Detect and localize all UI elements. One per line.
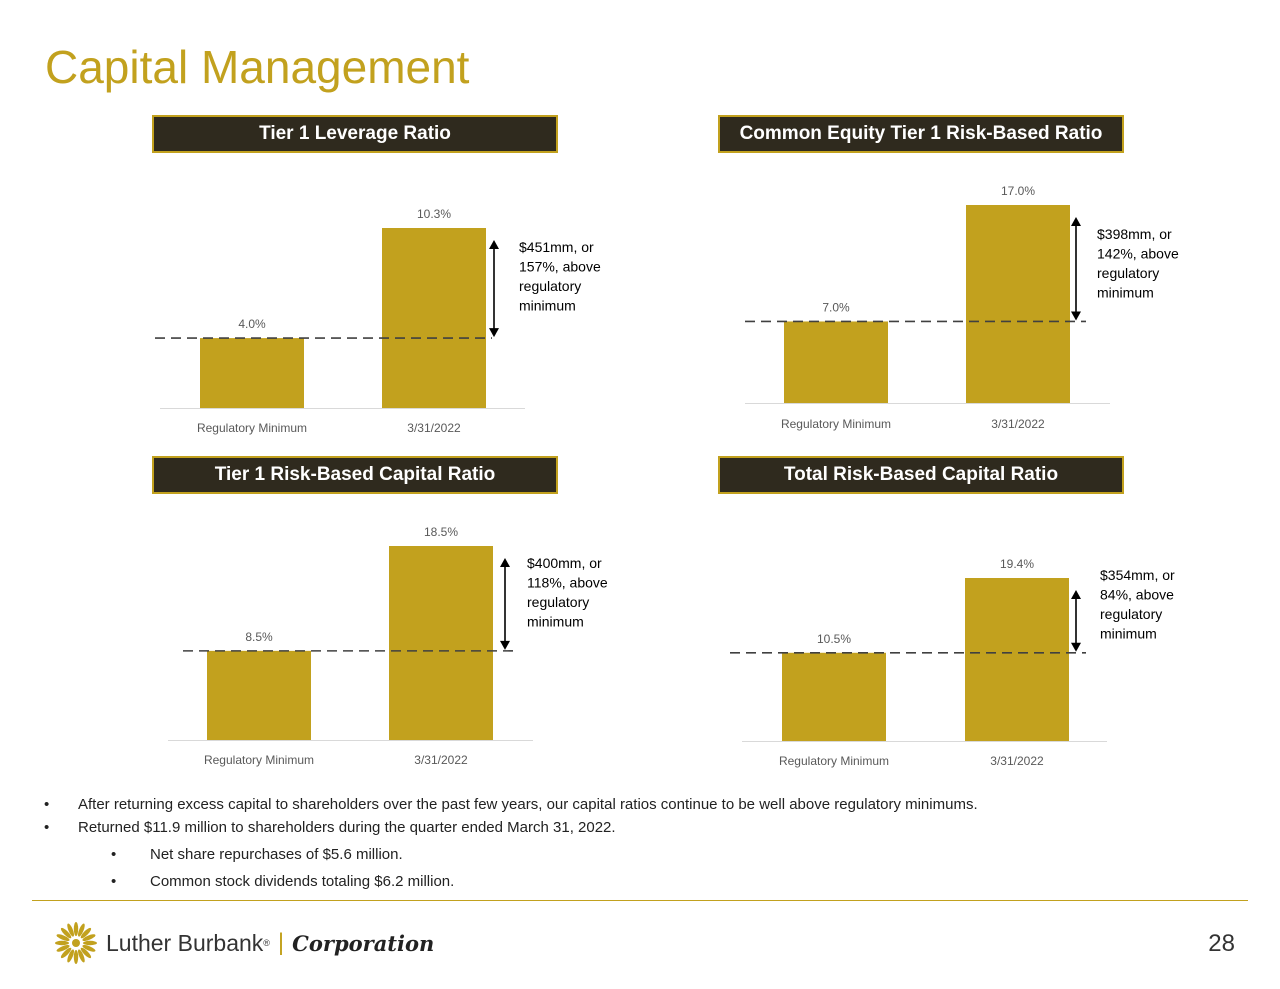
annotation-text: minimum [1100, 626, 1157, 642]
arrow-up-icon [1071, 217, 1081, 226]
annotation-text: minimum [527, 614, 584, 630]
data-label: 4.0% [238, 317, 266, 331]
data-label: 7.0% [822, 300, 850, 314]
category-tick-label: 3/31/2022 [407, 421, 461, 435]
category-tick-label: Regulatory Minimum [204, 753, 314, 767]
bullet-marker: • [44, 819, 50, 836]
annotation-text: 157%, above [519, 259, 601, 275]
annotation-text: $400mm, or [527, 555, 602, 571]
annotation-text: regulatory [1097, 265, 1159, 281]
annotation-text: minimum [519, 298, 576, 314]
bullet-marker: • [44, 796, 50, 813]
chart-header-tier1-risk-based: Tier 1 Risk-Based Capital Ratio [152, 456, 558, 494]
chart-header-tier1-leverage: Tier 1 Leverage Ratio [152, 115, 558, 153]
annotation-text: 84%, above [1100, 587, 1174, 603]
data-label: 10.5% [817, 632, 851, 646]
logo-separator: | [277, 929, 285, 956]
data-label: 19.4% [1000, 557, 1034, 571]
arrow-down-icon [1071, 311, 1081, 321]
company-logo: Luther Burbank ® | Corporation [54, 918, 434, 968]
bullet-text: Returned $11.9 million to shareholders d… [78, 819, 616, 836]
bar [782, 652, 886, 741]
data-label: 18.5% [424, 525, 458, 539]
arrow-down-icon [489, 328, 499, 338]
arrow-up-icon [1071, 590, 1081, 599]
annotation-text: $451mm, or [519, 239, 594, 255]
bullet-text: After returning excess capital to shareh… [78, 796, 978, 813]
category-tick-label: 3/31/2022 [991, 417, 1045, 431]
sub-bullet-text: Net share repurchases of $5.6 million. [150, 846, 403, 863]
bar [784, 321, 888, 403]
data-label: 10.3% [417, 207, 451, 221]
annotation-text: $398mm, or [1097, 226, 1172, 242]
annotation-text: minimum [1097, 285, 1154, 301]
data-label: 17.0% [1001, 184, 1035, 198]
bar [207, 650, 311, 740]
data-label: 8.5% [245, 630, 273, 644]
registered-mark: ® [263, 938, 270, 948]
annotation-text: regulatory [527, 594, 589, 610]
arrow-down-icon [1071, 642, 1081, 652]
page-title: Capital Management [45, 41, 470, 93]
bar [965, 578, 1069, 741]
annotation-text: regulatory [1100, 606, 1162, 622]
sub-bullet-text: Common stock dividends totaling $6.2 mil… [150, 873, 455, 890]
bullet-marker: • [111, 846, 117, 863]
chart-header-cet1: Common Equity Tier 1 Risk-Based Ratio [718, 115, 1124, 153]
bullet-marker: • [111, 873, 117, 890]
bar [200, 338, 304, 408]
category-tick-label: 3/31/2022 [414, 753, 468, 767]
arrow-up-icon [500, 558, 510, 567]
bar [382, 228, 486, 408]
bar [389, 546, 493, 740]
category-tick-label: Regulatory Minimum [781, 417, 891, 431]
annotation-text: $354mm, or [1100, 567, 1175, 583]
category-tick-label: Regulatory Minimum [779, 754, 889, 768]
logo-corporation-text: Corporation [292, 930, 435, 956]
footer-divider [32, 900, 1248, 901]
annotation-text: regulatory [519, 278, 581, 294]
bar [966, 205, 1070, 403]
logo-brand-text: Luther Burbank [106, 929, 264, 956]
category-tick-label: Regulatory Minimum [197, 421, 307, 435]
arrow-down-icon [500, 640, 510, 650]
annotation-text: 118%, above [527, 575, 608, 591]
category-tick-label: 3/31/2022 [990, 754, 1044, 768]
annotation-text: 142%, above [1097, 246, 1179, 262]
page-number: 28 [1208, 930, 1235, 957]
arrow-up-icon [489, 240, 499, 249]
sunburst-icon [55, 922, 97, 964]
chart-header-total-risk-based: Total Risk-Based Capital Ratio [718, 456, 1124, 494]
charts-canvas: 4.0% Regulatory Minimum 10.3% 3/31/2022 $451… [155, 184, 1179, 768]
